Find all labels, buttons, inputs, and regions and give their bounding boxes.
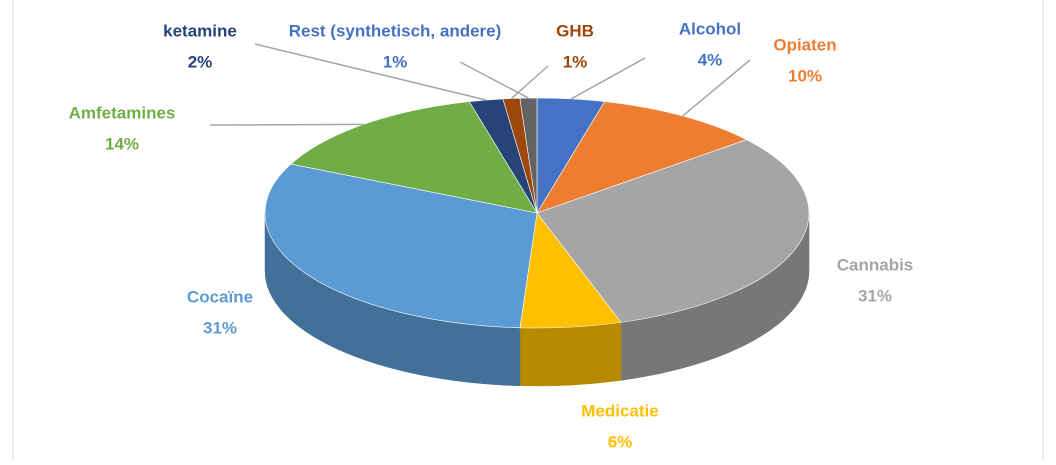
value-label: 4%: [698, 50, 723, 69]
leader-line: [254, 43, 487, 101]
leader-line: [570, 57, 646, 100]
category-label: Rest (synthetisch, andere): [289, 21, 502, 40]
category-label: Medicatie: [581, 401, 658, 420]
pie-sides: [264, 212, 810, 387]
category-label: GHB: [556, 21, 594, 40]
leader-line: [682, 59, 751, 117]
value-label: 10%: [788, 66, 822, 85]
category-label: Cocaïne: [187, 287, 253, 306]
pie-slice: [290, 101, 538, 214]
category-label: Alcohol: [679, 19, 741, 38]
pie-tops: [264, 97, 810, 329]
value-label: 31%: [203, 318, 237, 337]
category-label: Cannabis: [837, 255, 914, 274]
value-label: 14%: [105, 134, 139, 153]
pie-slice: [264, 163, 538, 329]
leader-line: [459, 61, 529, 99]
value-label: 2%: [188, 52, 213, 71]
pie-side: [519, 322, 622, 387]
category-label: Opiaten: [773, 35, 836, 54]
value-label: 31%: [858, 286, 892, 305]
value-label: 6%: [608, 432, 633, 451]
category-label: Amfetamines: [69, 103, 176, 122]
pie-slice: [536, 139, 810, 323]
pie-slice: [536, 101, 748, 214]
value-label: 1%: [383, 52, 408, 71]
value-label: 1%: [563, 52, 588, 71]
category-label: ketamine: [163, 21, 237, 40]
leader-line: [209, 123, 364, 126]
